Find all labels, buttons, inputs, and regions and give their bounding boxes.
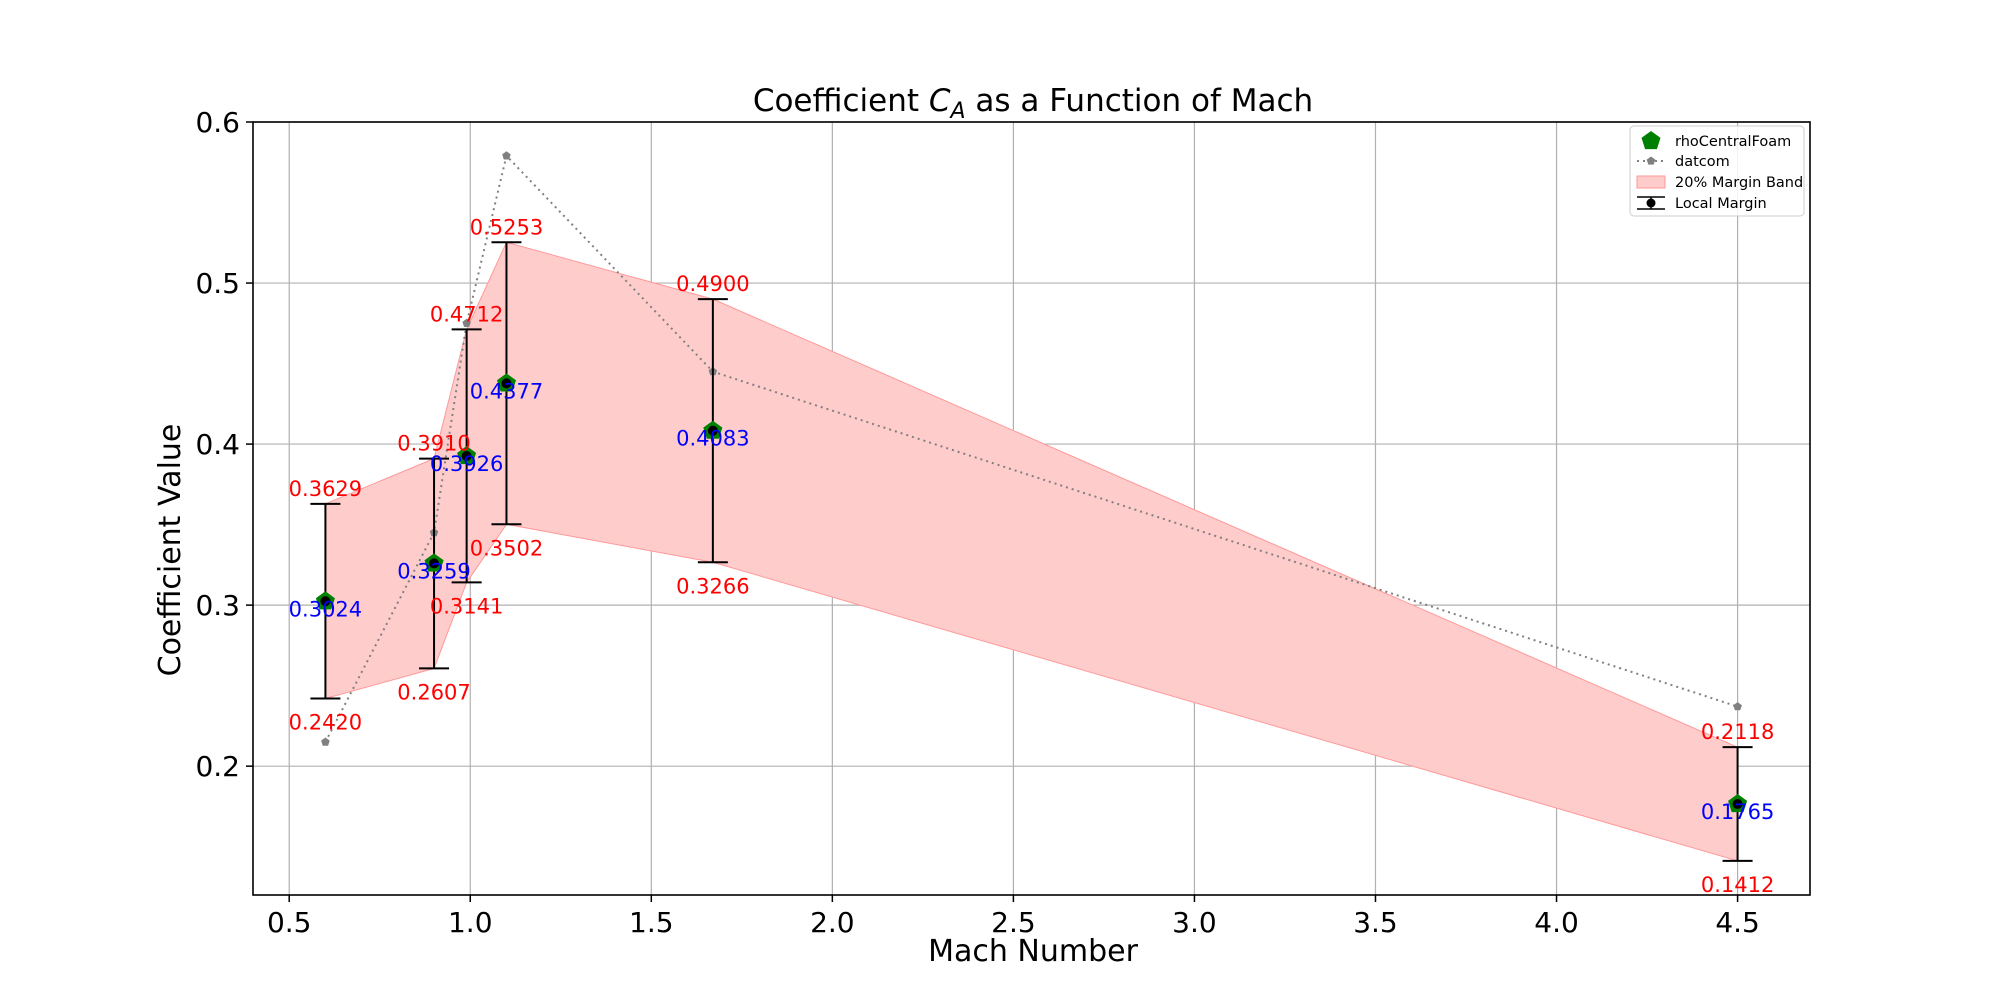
- central-value-label: 0.3024: [289, 597, 362, 621]
- axes-frame: [252, 121, 1811, 896]
- title-symbol: C: [929, 83, 951, 119]
- upper-value-label: 0.3910: [397, 432, 470, 456]
- x-axis-title: Mach Number: [928, 934, 1138, 969]
- errorbar-legend-dot: [1646, 198, 1656, 208]
- x-tick-label: 3.5: [1353, 906, 1398, 939]
- lower-value-label: 0.1412: [1701, 873, 1774, 897]
- datcom-point: [462, 318, 471, 327]
- legend-box: [1629, 125, 1805, 217]
- plot-area: 0.3629 0.2420 0.3024 0.3910 0.2607 0.3259 0.47…: [195, 106, 1811, 939]
- upper-value-label: 0.4900: [676, 272, 749, 296]
- upper-value-label: 0.3629: [289, 477, 362, 501]
- lower-value-label: 0.3266: [676, 574, 749, 598]
- legend-label: 20% Margin Band: [1675, 175, 1803, 191]
- y-tick-label: 0.2: [195, 750, 240, 783]
- lower-value-label: 0.2420: [289, 711, 362, 735]
- local-margin-point: [320, 596, 331, 607]
- upper-value-label: 0.2118: [1701, 720, 1774, 744]
- x-tick-label: 2.5: [991, 906, 1036, 939]
- upper-value-label: 0.5253: [470, 215, 543, 239]
- x-tick-label: 4.0: [1534, 906, 1579, 939]
- central-value-label: 0.4377: [470, 379, 543, 403]
- y-axis-title: Coefficient Value: [153, 424, 188, 677]
- y-tick-label: 0.5: [195, 267, 240, 300]
- legend-label: rhoCentralFoam: [1675, 134, 1791, 150]
- title-suffix: as a Function of Mach: [966, 83, 1314, 119]
- lower-value-label: 0.2607: [397, 680, 470, 704]
- title-subscript: A: [949, 99, 966, 124]
- x-tick-label: 1.0: [448, 906, 493, 939]
- central-value-label: 0.4083: [676, 427, 749, 451]
- y-tick-label: 0.6: [195, 106, 240, 139]
- datcom-point: [321, 737, 330, 746]
- x-tick-label: 3.0: [1172, 906, 1217, 939]
- local-margin-point: [501, 378, 512, 389]
- local-margin-point: [429, 558, 440, 569]
- x-tick-label: 2.0: [810, 906, 855, 939]
- title-prefix: Coefficient: [753, 83, 929, 119]
- legend-label: datcom: [1675, 154, 1730, 170]
- datcom-line: [324, 153, 1738, 743]
- central-value-label: 0.1765: [1701, 800, 1774, 824]
- datcom-legend-marker: [1646, 156, 1656, 165]
- legend: rhoCentralFoam datcom 20% Margin Band Local…: [1629, 125, 1805, 217]
- datcom-point: [502, 151, 511, 160]
- datcom-point: [1733, 702, 1742, 711]
- local-margin-point: [707, 425, 718, 436]
- pentagon-icon: [1641, 131, 1661, 150]
- upper-value-label: 0.4712: [430, 302, 503, 326]
- band-swatch-icon: [1636, 175, 1666, 189]
- y-tick-label: 0.3: [195, 589, 240, 622]
- central-value-label: 0.3259: [397, 559, 470, 583]
- local-margin-point: [1732, 799, 1743, 810]
- legend-label: Local Margin: [1675, 196, 1767, 212]
- x-tick-label: 1.5: [629, 906, 674, 939]
- chart-title: Coefficient CA as a Function of Mach: [753, 83, 1313, 124]
- lower-value-label: 0.3141: [430, 594, 503, 618]
- y-tick-label: 0.4: [195, 428, 240, 461]
- x-tick-label: 4.5: [1715, 906, 1760, 939]
- local-margin-point: [461, 451, 472, 462]
- central-value-label: 0.3926: [430, 452, 503, 476]
- x-tick-label: 0.5: [267, 906, 312, 939]
- lower-value-label: 0.3502: [470, 536, 543, 560]
